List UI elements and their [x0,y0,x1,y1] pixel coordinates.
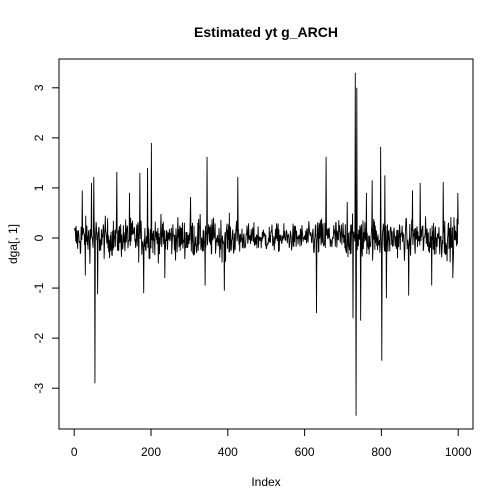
x-tick-label: 0 [71,445,78,459]
x-axis: 0 200 400 600 800 1000 [71,428,472,459]
x-tick-label: 800 [371,445,391,459]
x-tick-label: 400 [218,445,238,459]
y-tick-label: 2 [32,134,46,141]
x-tick-label: 1000 [445,445,472,459]
x-tick-label: 200 [141,445,161,459]
y-tick-label: 3 [32,84,46,91]
series-line [74,72,459,416]
y-tick-label: 0 [32,234,46,241]
y-axis: -3 -2 -1 0 1 2 3 [32,84,60,394]
chart-title: Estimated yt g_ARCH [194,24,338,40]
y-tick-label: -3 [32,383,46,394]
y-axis-label: dga[, 1] [6,224,20,264]
x-tick-label: 600 [295,445,315,459]
y-tick-label: -2 [32,332,46,343]
y-tick-label: 1 [32,184,46,191]
series-path [74,72,459,416]
x-axis-label: Index [251,475,280,489]
y-tick-label: -1 [32,282,46,293]
